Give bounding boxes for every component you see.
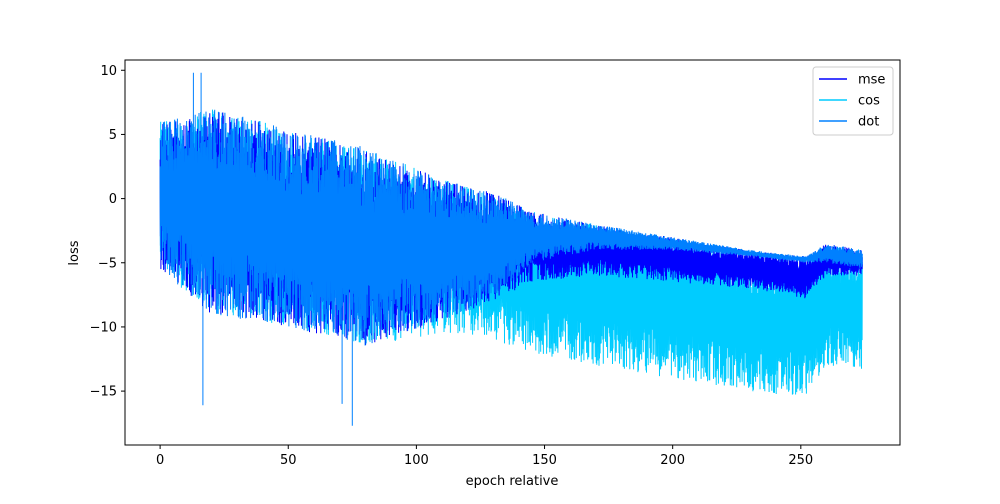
x-tick-label: 50 xyxy=(280,453,297,468)
x-axis: 0 50 100 150 200 250 xyxy=(156,445,813,468)
y-axis-title: loss xyxy=(67,240,82,265)
y-tick-label: −15 xyxy=(90,385,117,400)
y-tick-label: −10 xyxy=(90,320,117,335)
x-tick-label: 200 xyxy=(660,453,685,468)
legend-label-mse: mse xyxy=(858,73,885,88)
y-tick-label: −5 xyxy=(98,256,117,271)
legend-label-dot: dot xyxy=(858,115,879,130)
x-tick-label: 150 xyxy=(532,453,557,468)
series-line-dot xyxy=(159,72,863,426)
plot-frame xyxy=(124,59,901,446)
x-tick-label: 250 xyxy=(788,453,813,468)
x-axis-title: epoch relative xyxy=(466,474,559,489)
series-layer xyxy=(159,72,863,426)
y-tick-label: 0 xyxy=(109,192,117,207)
legend-box xyxy=(812,66,894,136)
y-axis: 10 5 0 −5 −10 −15 xyxy=(90,64,125,400)
legend-label-cos: cos xyxy=(858,94,880,109)
y-tick-label: 5 xyxy=(109,128,117,143)
x-tick-label: 0 xyxy=(156,453,164,468)
y-tick-label: 10 xyxy=(100,64,117,79)
legend: mse cos dot xyxy=(812,66,894,136)
x-tick-label: 100 xyxy=(404,453,429,468)
